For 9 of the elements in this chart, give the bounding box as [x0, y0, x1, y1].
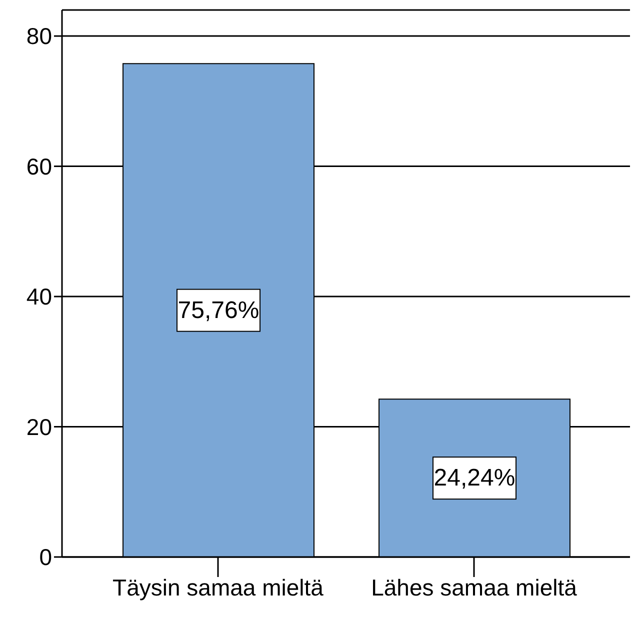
data-label: 75,76%: [178, 296, 260, 324]
x-tick-label: Lähes samaa mieltä: [371, 574, 578, 600]
y-tick-label: 80: [26, 23, 52, 50]
y-tick-label: 60: [26, 153, 52, 180]
x-tick-label: Täysin samaa mieltä: [112, 574, 324, 600]
y-tick-label: 0: [39, 544, 52, 570]
y-tick-label: 20: [26, 414, 52, 440]
y-tick-label: 40: [26, 284, 52, 310]
data-label: 24,24%: [434, 464, 516, 492]
